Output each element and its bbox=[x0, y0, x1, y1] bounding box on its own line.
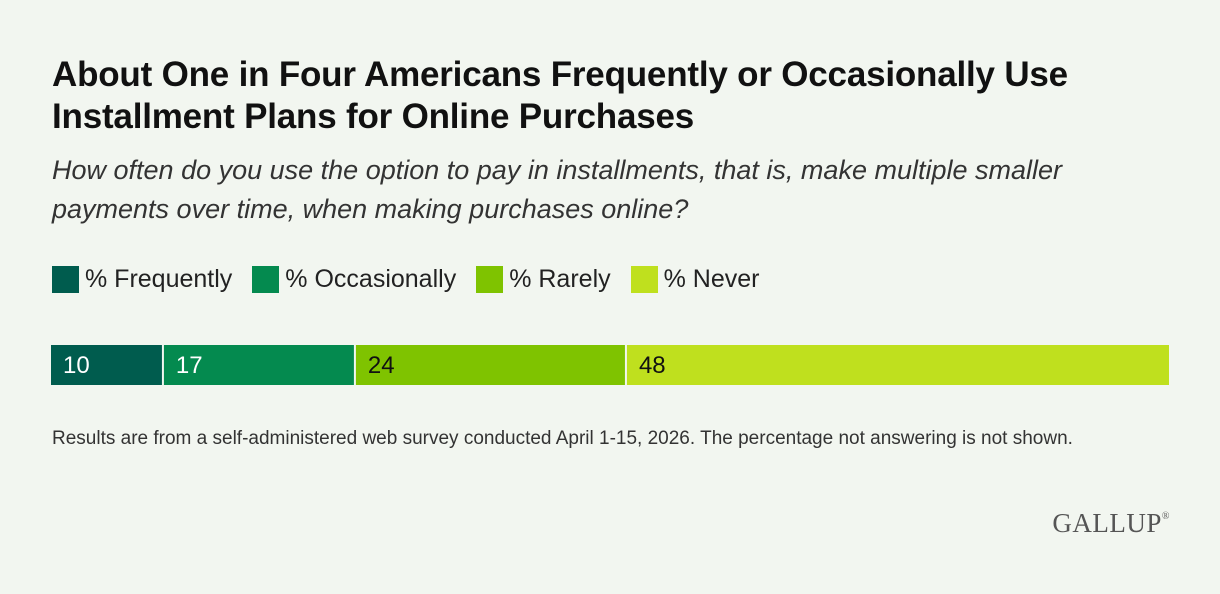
footnote: Results are from a self-administered web… bbox=[52, 428, 1073, 449]
data-label-frequently: 10 bbox=[63, 352, 90, 379]
legend-item-occasionally: % Occasionally bbox=[252, 265, 456, 294]
bar-segment-never bbox=[626, 345, 1169, 385]
registered-mark: ® bbox=[1161, 511, 1170, 522]
gallup-logo: GALLUP® bbox=[1052, 508, 1170, 539]
legend-item-never: % Never bbox=[630, 264, 760, 294]
logo-text: GALLUP bbox=[1052, 508, 1162, 538]
data-label-never: 48 bbox=[639, 352, 666, 379]
bar-segment-frequently bbox=[51, 345, 162, 385]
legend-item-rarely: % Rarely bbox=[476, 264, 611, 294]
legend-label-frequently: % Frequently bbox=[85, 264, 233, 293]
legend-swatch-never bbox=[630, 265, 658, 293]
legend-label-rarely: % Rarely bbox=[509, 264, 611, 293]
data-label-rarely: 24 bbox=[368, 352, 395, 379]
chart-title: About One in Four Americans Frequently o… bbox=[52, 55, 1068, 136]
legend-swatch-rarely bbox=[476, 265, 504, 293]
legend-swatch-frequently bbox=[52, 265, 79, 293]
legend-label-never: % Never bbox=[663, 264, 760, 293]
stacked-bar-svg: 10 17 24 48 bbox=[51, 345, 1169, 385]
data-label-occasionally: 17 bbox=[176, 352, 203, 379]
bar-segment-occasionally bbox=[163, 345, 354, 385]
legend-label-occasionally: % Occasionally bbox=[285, 264, 457, 293]
legend: % Frequently % Occasionally % Rarely % N… bbox=[52, 262, 780, 296]
stacked-bar-chart: 10 17 24 48 bbox=[51, 345, 1169, 385]
legend-item-frequently: % Frequently bbox=[52, 265, 232, 294]
bar-segment-rarely bbox=[355, 345, 625, 385]
legend-swatch-occasionally bbox=[252, 265, 280, 293]
chart-subtitle: How often do you use the option to pay i… bbox=[52, 155, 1063, 224]
